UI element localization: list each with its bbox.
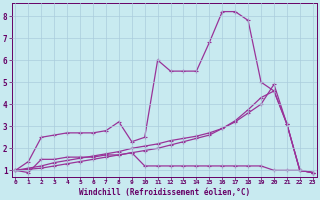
X-axis label: Windchill (Refroidissement éolien,°C): Windchill (Refroidissement éolien,°C) (78, 188, 250, 197)
